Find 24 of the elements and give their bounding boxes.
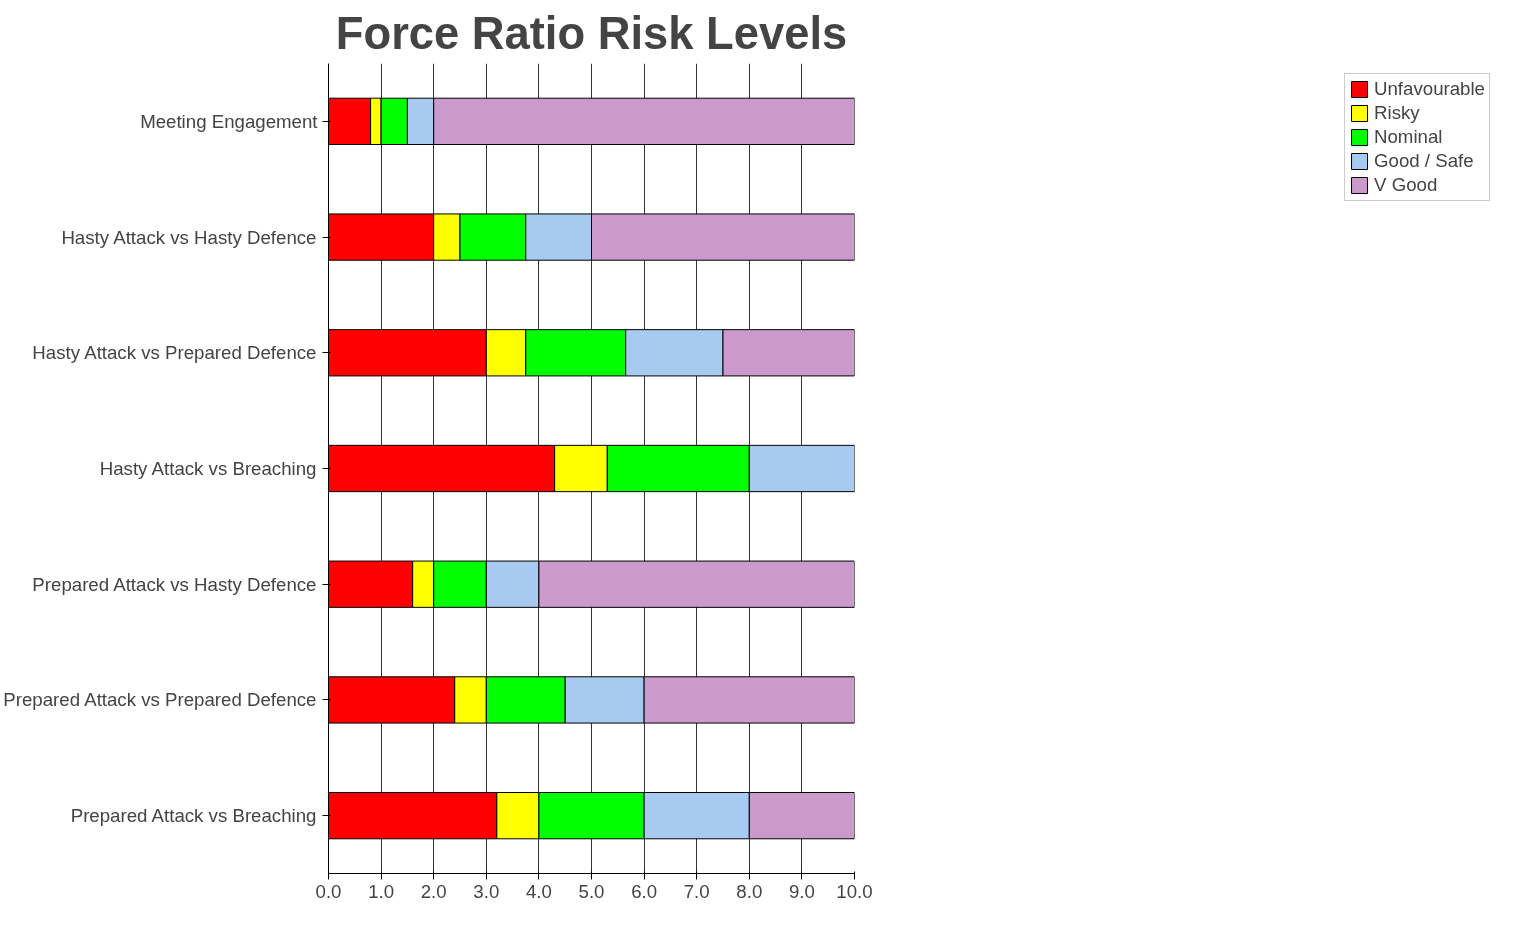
legend-label: Good / Safe bbox=[1374, 150, 1474, 172]
chart-title: Force Ratio Risk Levels bbox=[335, 7, 848, 59]
legend-label: Unfavourable bbox=[1374, 78, 1485, 100]
y-tick-label: Prepared Attack vs Hasty Defence bbox=[32, 573, 317, 595]
x-tick-label: 4.0 bbox=[525, 880, 552, 902]
x-tick-label: 0.0 bbox=[315, 880, 342, 902]
legend-label: Nominal bbox=[1374, 126, 1443, 148]
x-tick-label: 10.0 bbox=[836, 880, 873, 902]
legend-label: V Good bbox=[1374, 174, 1438, 196]
x-tick-label: 2.0 bbox=[420, 880, 447, 902]
y-tick-label: Prepared Attack vs Prepared Defence bbox=[3, 689, 317, 711]
x-tick-label: 7.0 bbox=[683, 880, 710, 902]
legend-label: Risky bbox=[1374, 102, 1420, 124]
y-tick-label: Prepared Attack vs Breaching bbox=[70, 805, 317, 827]
y-tick-label: Meeting Engagement bbox=[140, 110, 319, 132]
x-tick-label: 6.0 bbox=[631, 880, 658, 902]
x-tick-label: 3.0 bbox=[473, 880, 500, 902]
x-tick-label: 5.0 bbox=[578, 880, 605, 902]
x-tick-label: 8.0 bbox=[736, 880, 763, 902]
y-tick-label: Hasty Attack vs Prepared Defence bbox=[32, 342, 317, 364]
x-tick-label: 9.0 bbox=[788, 880, 815, 902]
x-tick-label: 1.0 bbox=[368, 880, 395, 902]
y-tick-label: Hasty Attack vs Hasty Defence bbox=[61, 226, 317, 248]
y-tick-label: Hasty Attack vs Breaching bbox=[99, 458, 317, 479]
